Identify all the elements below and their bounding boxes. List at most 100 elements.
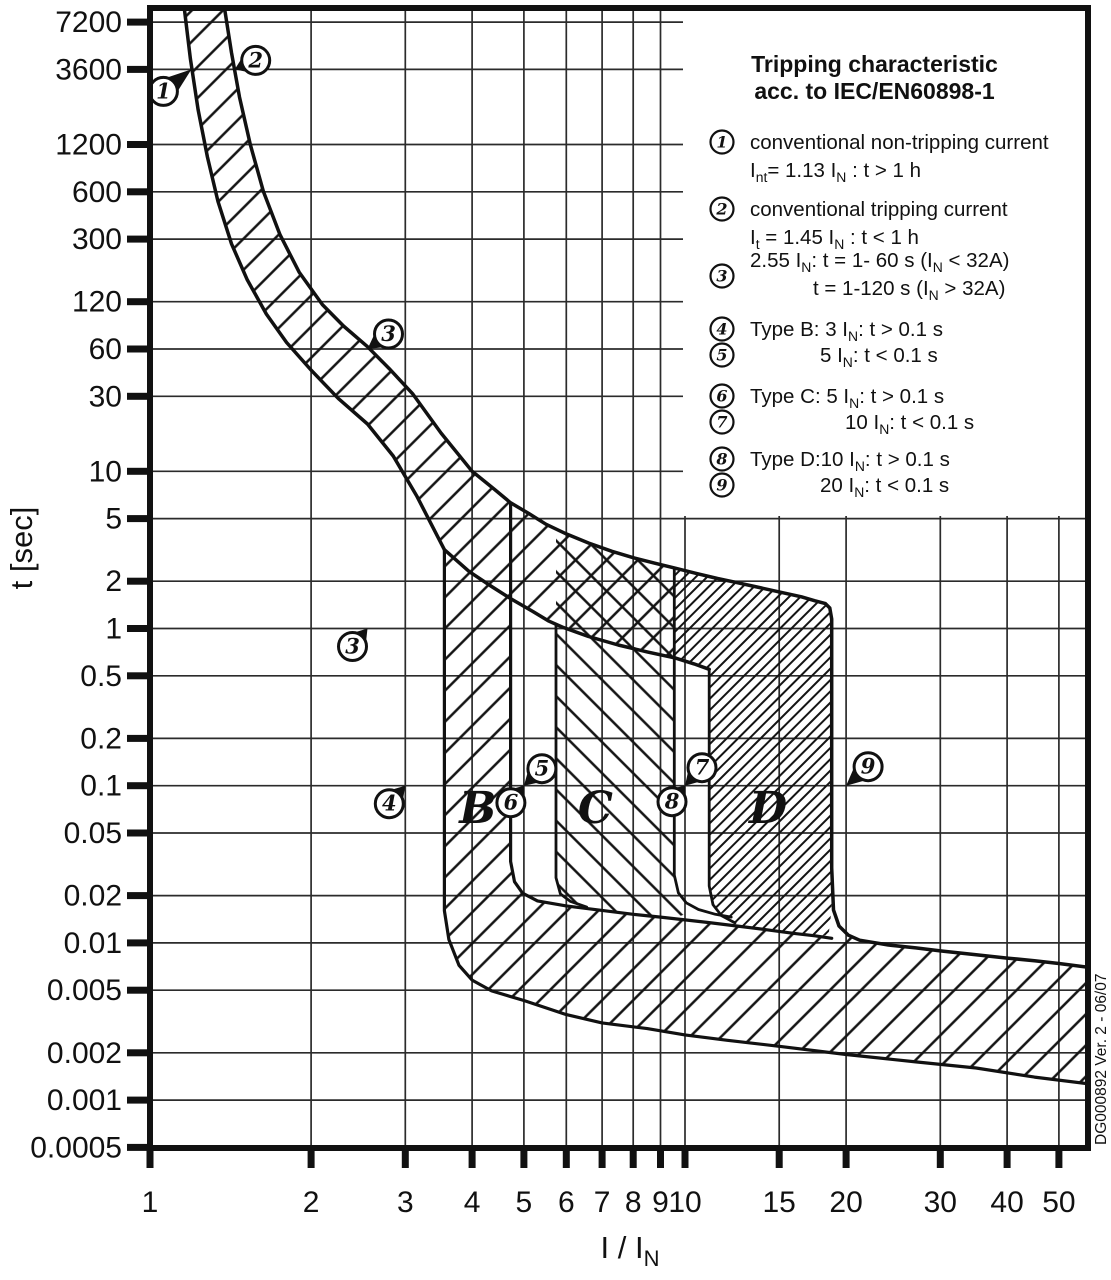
marker-8: 8 <box>656 785 688 818</box>
marker-circle <box>240 44 272 76</box>
y-tick-label-60: 60 <box>89 333 122 366</box>
x-tick-label-7: 7 <box>594 1186 611 1219</box>
marker-circle <box>526 753 558 785</box>
legend-line: Type D:10 IN: t > 0.1 s <box>750 448 950 474</box>
y-tick-label-3600: 3600 <box>55 53 122 86</box>
marker-number: 8 <box>664 789 680 814</box>
legend-item-number: 8 <box>715 450 727 469</box>
y-tick-30 <box>127 392 150 400</box>
legend-item-1: 1 conventional non-tripping current Int= 1… <box>709 129 1049 185</box>
marker-number: 3 <box>381 321 396 346</box>
marker-circle <box>686 752 718 784</box>
y-tick-label-1: 1 <box>105 613 122 646</box>
legend: Tripping characteristic acc. to IEC/EN60… <box>683 10 1086 516</box>
y-tick-label-600: 600 <box>72 176 122 209</box>
y-tick-0.5 <box>127 672 150 680</box>
band-letter-D: D <box>747 783 787 834</box>
x-axis-title: I / IN <box>601 1230 660 1271</box>
y-tick-label-0.1: 0.1 <box>80 770 122 803</box>
legend-item-number-circle <box>709 472 735 498</box>
legend-item-number: 6 <box>716 387 727 406</box>
legend-item-number-circle <box>709 196 735 222</box>
legend-item-9: 9 20 IN: t < 0.1 s <box>709 472 949 500</box>
x-tick-1 <box>146 1148 154 1168</box>
x-tick-50 <box>1055 1148 1063 1168</box>
y-tick-0.1 <box>127 782 150 790</box>
legend-line: Type B: 3 IN: t > 0.1 s <box>750 318 943 344</box>
x-tick-label-5: 5 <box>516 1186 533 1219</box>
lower-tripping-limit <box>182 8 711 672</box>
y-tick-600 <box>127 188 150 196</box>
tripping-limit-curves <box>182 8 1088 1086</box>
marker-circle <box>337 631 368 662</box>
y-tick-0.002 <box>127 1049 150 1057</box>
y-tick-7200 <box>127 18 150 26</box>
legend-line: 20 IN: t < 0.1 s <box>820 474 949 500</box>
y-tick-label-0.005: 0.005 <box>47 974 122 1007</box>
x-tick-label-9: 9 <box>652 1186 669 1219</box>
y-tick-label-0.01: 0.01 <box>64 927 122 960</box>
y-tick-label-0.02: 0.02 <box>64 880 122 913</box>
y-axis-title: t [sec] <box>4 507 39 590</box>
x-tick-9 <box>657 1148 664 1168</box>
y-tick-1200 <box>127 141 150 148</box>
legend-title-line1: Tripping characteristic <box>751 51 998 77</box>
y-tick-0.0005 <box>127 1143 150 1151</box>
legend-item-number-circle <box>709 316 735 342</box>
x-tick-30 <box>936 1148 944 1168</box>
marker-number: 4 <box>382 791 397 816</box>
type-d-magnetic-band <box>674 567 832 936</box>
y-tick-10 <box>127 467 150 475</box>
legend-item-2: 2 conventional tripping current It = 1.45 … <box>709 196 1008 252</box>
legend-item-number: 2 <box>715 200 727 219</box>
type-c-magnetic-band <box>556 528 699 919</box>
y-tick-0.05 <box>127 829 150 837</box>
type-c-upper-edge <box>672 566 733 919</box>
legend-item-3: 3 2.55 IN: t = 1- 60 s (IN < 32A)t = 1-12… <box>709 249 1009 303</box>
legend-item-number-circle <box>709 342 735 368</box>
watermark: DG000892 Ver. 2 - 06/07 <box>1093 974 1110 1145</box>
x-tick-label-30: 30 <box>924 1186 957 1219</box>
x-tick-3 <box>401 1148 409 1168</box>
band-letter-C: C <box>578 783 613 834</box>
y-tick-300 <box>127 235 150 243</box>
marker-number: 5 <box>535 756 550 781</box>
legend-line: Int= 1.13 IN : t > 1 h <box>750 159 921 185</box>
x-tick-4 <box>468 1148 476 1168</box>
band-letters: B C D <box>457 783 787 834</box>
legend-item-number: 1 <box>716 133 727 152</box>
marker-1: 1 <box>147 69 192 107</box>
marker-4: 4 <box>373 785 406 820</box>
legend-title-line2: acc. to IEC/EN60898-1 <box>754 78 995 104</box>
marker-3: 3 <box>367 318 404 350</box>
marker-circle <box>373 788 405 820</box>
y-tick-0.02 <box>127 892 150 900</box>
y-tick-0.01 <box>127 939 150 947</box>
y-tick-1 <box>127 625 150 632</box>
y-tick-label-0.002: 0.002 <box>47 1037 122 1070</box>
legend-line: 2.55 IN: t = 1- 60 s (IN < 32A) <box>750 249 1009 275</box>
x-tick-label-10: 10 <box>668 1186 701 1219</box>
x-tick-20 <box>842 1148 850 1168</box>
y-tick-120 <box>127 298 150 306</box>
y-tick-label-10: 10 <box>89 455 122 488</box>
legend-item-4: 4 Type B: 3 IN: t > 0.1 s <box>709 316 943 344</box>
y-tick-label-300: 300 <box>72 223 122 256</box>
x-tick-15 <box>775 1148 783 1168</box>
legend-line: It = 1.45 IN : t < 1 h <box>750 226 919 252</box>
marker-5: 5 <box>523 753 558 786</box>
x-tick-label-4: 4 <box>464 1186 481 1219</box>
y-tick-label-0.001: 0.001 <box>47 1084 122 1117</box>
y-tick-label-0.2: 0.2 <box>80 722 122 755</box>
x-tick-label-20: 20 <box>829 1186 862 1219</box>
marker-number: 7 <box>695 755 710 780</box>
marker-number: 9 <box>861 754 876 779</box>
y-tick-label-120: 120 <box>72 286 122 319</box>
marker-number: 3 <box>345 634 360 659</box>
legend-line: 5 IN: t < 0.1 s <box>820 344 938 370</box>
y-tick-0.005 <box>127 986 150 994</box>
legend-line: conventional non-tripping current <box>750 131 1049 154</box>
y-tick-label-0.5: 0.5 <box>80 660 122 693</box>
legend-line: 10 IN: t < 0.1 s <box>845 411 974 437</box>
